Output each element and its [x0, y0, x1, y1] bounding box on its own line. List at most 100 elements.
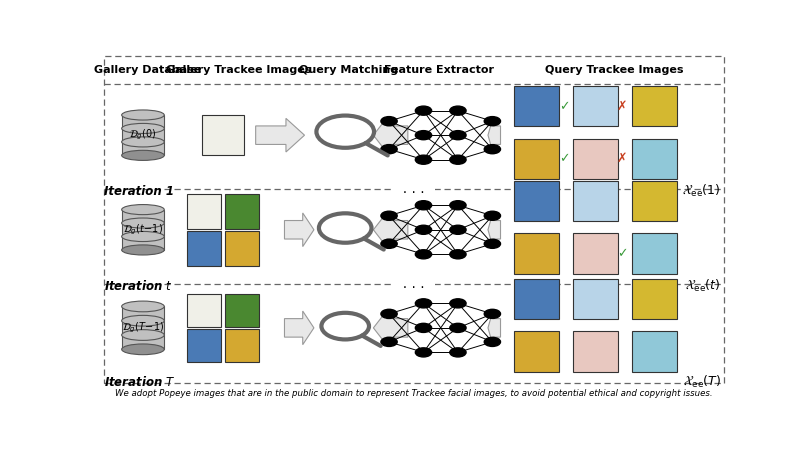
Circle shape	[415, 324, 431, 333]
Text: ✗: ✗	[617, 100, 627, 113]
Text: $\mathcal{D}_g(T\!-\!1)$: $\mathcal{D}_g(T\!-\!1)$	[122, 321, 164, 335]
Ellipse shape	[122, 137, 164, 147]
FancyBboxPatch shape	[573, 139, 618, 179]
FancyBboxPatch shape	[225, 194, 259, 229]
FancyBboxPatch shape	[515, 181, 559, 221]
Text: $\mathcal{X}_{\mathrm{ee}}(1)$: $\mathcal{X}_{\mathrm{ee}}(1)$	[683, 183, 721, 199]
Circle shape	[450, 250, 466, 259]
FancyBboxPatch shape	[122, 115, 164, 155]
Circle shape	[484, 239, 500, 248]
Polygon shape	[373, 213, 408, 247]
Text: . . .: . . .	[394, 277, 434, 291]
FancyBboxPatch shape	[515, 331, 559, 372]
Circle shape	[415, 131, 431, 140]
Circle shape	[381, 145, 398, 154]
FancyBboxPatch shape	[515, 86, 559, 126]
Ellipse shape	[122, 150, 164, 161]
Text: $\mathcal{X}_{\mathrm{ee}}(T)$: $\mathcal{X}_{\mathrm{ee}}(T)$	[683, 374, 721, 390]
Text: Iteration 1: Iteration 1	[104, 185, 175, 198]
Circle shape	[415, 225, 431, 234]
FancyBboxPatch shape	[632, 139, 677, 179]
Circle shape	[450, 131, 466, 140]
Polygon shape	[255, 118, 305, 152]
Text: $\mathcal{D}_g(0)$: $\mathcal{D}_g(0)$	[129, 128, 157, 142]
FancyBboxPatch shape	[573, 279, 618, 319]
Circle shape	[415, 250, 431, 259]
FancyBboxPatch shape	[187, 231, 221, 266]
FancyBboxPatch shape	[122, 210, 164, 250]
Circle shape	[415, 106, 431, 115]
Text: ✗: ✗	[617, 152, 627, 165]
FancyBboxPatch shape	[573, 331, 618, 372]
Polygon shape	[373, 118, 408, 152]
Ellipse shape	[122, 218, 164, 228]
FancyBboxPatch shape	[187, 293, 221, 327]
Ellipse shape	[122, 330, 164, 340]
Text: Query Matching: Query Matching	[299, 66, 398, 76]
FancyBboxPatch shape	[202, 115, 244, 155]
Text: ✓: ✓	[559, 100, 570, 113]
Text: ✓: ✓	[617, 247, 627, 260]
Text: ✓: ✓	[559, 152, 570, 165]
Circle shape	[381, 309, 398, 318]
Circle shape	[415, 299, 431, 308]
FancyBboxPatch shape	[573, 233, 618, 273]
Ellipse shape	[122, 232, 164, 242]
Circle shape	[484, 116, 500, 126]
Circle shape	[484, 145, 500, 154]
FancyBboxPatch shape	[573, 86, 618, 126]
Circle shape	[415, 155, 431, 164]
Polygon shape	[284, 311, 314, 345]
Circle shape	[450, 225, 466, 234]
Ellipse shape	[122, 344, 164, 355]
FancyBboxPatch shape	[515, 139, 559, 179]
Circle shape	[450, 106, 466, 115]
Circle shape	[381, 211, 398, 220]
Polygon shape	[488, 118, 500, 152]
Text: $\mathcal{X}_{\mathrm{ee}}(t)$: $\mathcal{X}_{\mathrm{ee}}(t)$	[685, 278, 721, 294]
FancyBboxPatch shape	[632, 181, 677, 221]
Circle shape	[381, 337, 398, 346]
Text: Gallery Database: Gallery Database	[95, 66, 201, 76]
Polygon shape	[488, 213, 500, 247]
Circle shape	[415, 201, 431, 210]
Polygon shape	[284, 213, 314, 247]
Text: Iteration $T$: Iteration $T$	[104, 375, 176, 389]
FancyBboxPatch shape	[573, 181, 618, 221]
Ellipse shape	[122, 315, 164, 326]
FancyBboxPatch shape	[515, 279, 559, 319]
Circle shape	[381, 239, 398, 248]
Ellipse shape	[122, 301, 164, 312]
Circle shape	[484, 337, 500, 346]
Circle shape	[484, 309, 500, 318]
Circle shape	[450, 348, 466, 357]
Text: Gallery Trackee Images: Gallery Trackee Images	[166, 66, 311, 76]
FancyBboxPatch shape	[225, 329, 259, 362]
Circle shape	[484, 211, 500, 220]
Circle shape	[381, 116, 398, 126]
Ellipse shape	[122, 245, 164, 255]
Text: Iteration $t$: Iteration $t$	[104, 279, 173, 293]
Circle shape	[415, 348, 431, 357]
Text: Query Trackee Images: Query Trackee Images	[545, 66, 684, 76]
Text: Feature Extractor: Feature Extractor	[384, 66, 494, 76]
Ellipse shape	[122, 205, 164, 215]
Circle shape	[450, 201, 466, 210]
Polygon shape	[488, 311, 500, 345]
Ellipse shape	[122, 123, 164, 133]
Polygon shape	[373, 311, 408, 345]
FancyBboxPatch shape	[225, 231, 259, 266]
FancyBboxPatch shape	[632, 233, 677, 273]
FancyBboxPatch shape	[632, 86, 677, 126]
FancyBboxPatch shape	[187, 194, 221, 229]
Text: $\mathcal{D}_g(t\!-\!1)$: $\mathcal{D}_g(t\!-\!1)$	[123, 222, 163, 237]
Circle shape	[450, 299, 466, 308]
FancyBboxPatch shape	[122, 306, 164, 349]
Text: We adopt Popeye images that are in the public domain to represent Trackee facial: We adopt Popeye images that are in the p…	[116, 389, 713, 398]
Text: . . .: . . .	[394, 182, 434, 197]
FancyBboxPatch shape	[632, 331, 677, 372]
Circle shape	[450, 155, 466, 164]
FancyBboxPatch shape	[225, 293, 259, 327]
FancyBboxPatch shape	[632, 279, 677, 319]
FancyBboxPatch shape	[187, 329, 221, 362]
